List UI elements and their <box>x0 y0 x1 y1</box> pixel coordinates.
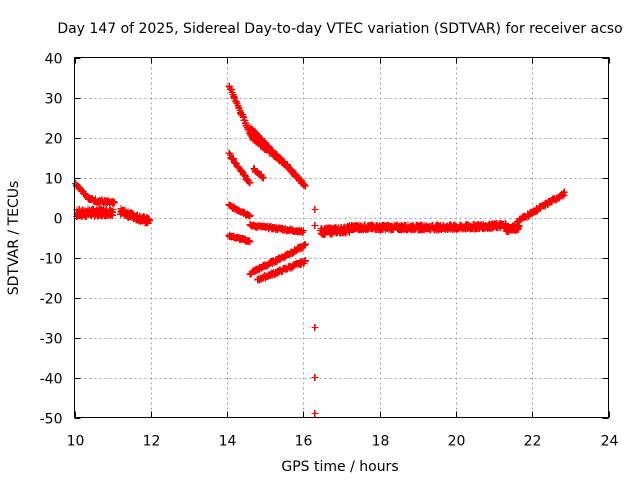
data-point <box>233 98 241 106</box>
y-tick-label: 20 <box>45 132 63 148</box>
y-tick-label: 0 <box>54 212 63 228</box>
data-point <box>246 211 254 219</box>
data-point <box>301 241 309 249</box>
x-tick-label: 20 <box>448 434 466 450</box>
y-tick-label: -20 <box>40 292 63 308</box>
y-tick-label: -40 <box>40 372 63 388</box>
data-point <box>311 206 319 213</box>
data-point <box>346 229 354 237</box>
data-point <box>311 374 319 381</box>
y-tick-label: 40 <box>45 52 63 68</box>
data-point <box>259 174 267 182</box>
data-point <box>235 103 243 111</box>
data-point <box>301 182 309 190</box>
x-tick-label: 12 <box>143 434 161 450</box>
data-point <box>561 188 569 196</box>
data-point <box>301 258 309 266</box>
y-axis-label: SDTVAR / TECUs <box>6 181 22 296</box>
data-point <box>276 154 284 162</box>
data-point <box>239 113 247 121</box>
chart-title: Day 147 of 2025, Sidereal Day-to-day VTE… <box>57 21 622 37</box>
data-point <box>229 155 237 163</box>
x-tick-labels: 10 12 14 16 18 20 22 24 <box>67 434 619 450</box>
data-point <box>245 237 253 245</box>
data-point <box>227 85 235 93</box>
x-tick-label: 14 <box>219 434 237 450</box>
data-point <box>301 257 309 265</box>
y-tick-label: 10 <box>45 172 63 188</box>
data-point <box>311 324 319 331</box>
data-point <box>109 205 117 213</box>
y-tick-label: 30 <box>45 92 63 108</box>
data-point <box>560 191 568 199</box>
data-points <box>71 82 569 417</box>
data-point <box>299 226 307 234</box>
x-tick-label: 10 <box>67 434 85 450</box>
x-tick-label: 18 <box>372 434 390 450</box>
x-tick-label: 24 <box>601 434 619 450</box>
data-point <box>311 222 319 229</box>
data-point <box>301 181 309 189</box>
data-point <box>109 198 117 206</box>
y-tick-label: -50 <box>40 412 63 428</box>
data-point <box>111 198 119 206</box>
plot-frame <box>74 57 609 418</box>
data-point <box>245 212 253 220</box>
data-point <box>311 410 319 417</box>
data-point <box>245 236 253 244</box>
data-point <box>241 172 249 180</box>
data-point <box>145 216 153 224</box>
y-tick-label: -30 <box>40 332 63 348</box>
x-tick-label: 16 <box>295 434 313 450</box>
grid-lines <box>74 57 609 418</box>
x-tick-label: 22 <box>524 434 542 450</box>
data-point <box>243 121 251 129</box>
y-tick-label: -10 <box>40 252 63 268</box>
data-point <box>226 150 234 158</box>
data-point <box>109 211 117 219</box>
x-axis-label: GPS time / hours <box>281 459 398 475</box>
data-point <box>230 93 238 101</box>
data-point <box>301 240 309 248</box>
data-point <box>246 179 254 187</box>
data-point <box>246 238 254 246</box>
y-tick-labels: -50 -40 -30 -20 -10 0 10 20 30 40 <box>40 52 63 428</box>
